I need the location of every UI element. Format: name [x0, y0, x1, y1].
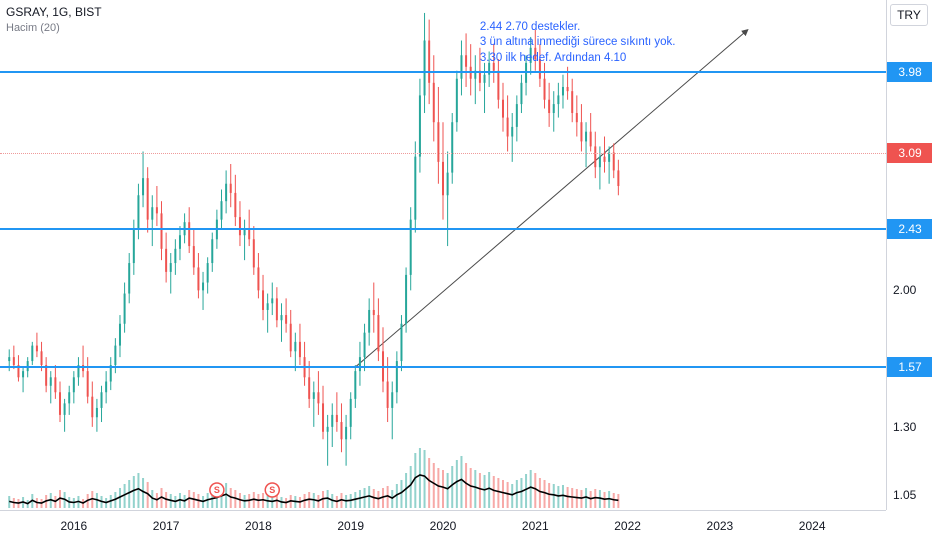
y-tick-label: 1.30 — [893, 420, 916, 434]
x-tick-label: 2019 — [337, 519, 364, 533]
svg-text:S: S — [269, 485, 275, 495]
last-price-tag: 3.09 — [887, 143, 932, 163]
support-line[interactable] — [0, 366, 886, 368]
chart-legend: GSRAY, 1G, BIST Hacim (20) — [6, 4, 102, 36]
x-tick-label: 2018 — [245, 519, 272, 533]
annotation-note[interactable]: 2.44 2.70 destekler. 3 ün altına inmediğ… — [480, 20, 676, 67]
x-tick-label: 2022 — [614, 519, 641, 533]
y-tick-label: 1.05 — [893, 488, 916, 502]
svg-text:S: S — [214, 485, 220, 495]
x-tick-label: 2023 — [707, 519, 734, 533]
price-plot-area[interactable]: SS — [0, 0, 886, 510]
time-axis[interactable]: 2016 2017 2018 2019 2020 2021 2022 2023 2024 — [0, 510, 886, 550]
hline-price-tag: 2.43 — [887, 219, 932, 239]
indicator-line: Hacim (20) — [6, 21, 102, 36]
hline-price-tag: 1.57 — [887, 357, 932, 377]
x-tick-label: 2021 — [522, 519, 549, 533]
x-tick-label: 2017 — [153, 519, 180, 533]
symbol-line: GSRAY, 1G, BIST — [6, 4, 102, 21]
support-line[interactable] — [0, 228, 886, 230]
hline-price-tag: 3.98 — [887, 62, 932, 82]
last-price-line — [0, 153, 886, 154]
x-tick-label: 2020 — [430, 519, 457, 533]
y-tick-label: 2.00 — [893, 283, 916, 297]
x-tick-label: 2024 — [799, 519, 826, 533]
exchange: BIST — [75, 5, 102, 19]
support-line[interactable] — [0, 71, 886, 73]
interval: 1G — [52, 5, 68, 19]
currency-badge[interactable]: TRY — [890, 4, 928, 26]
chart-root: SS GSRAY, 1G, BIST Hacim (20) 2.44 2.70 … — [0, 0, 932, 550]
price-axis[interactable]: TRY 3.98 2.43 1.57 3.09 1.05 1.30 2.00 — [886, 0, 932, 510]
x-tick-label: 2016 — [60, 519, 87, 533]
symbol: GSRAY — [6, 5, 46, 19]
